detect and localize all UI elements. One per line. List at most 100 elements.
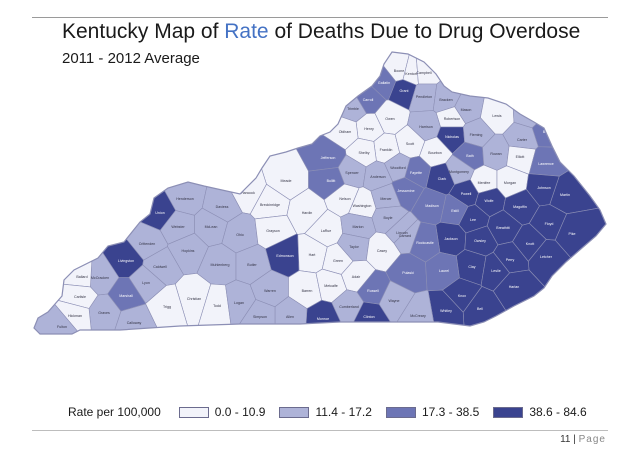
county-label: Green [333,259,343,263]
county-label: Knox [458,294,466,298]
title-part-2: of Deaths Due to Drug Overdose [268,20,581,43]
county-campbell [414,52,491,85]
county-label: Spencer [345,171,359,175]
county-label: Hopkins [182,249,195,253]
county-label: Shelby [359,151,370,155]
county-label: Simpson [253,315,267,319]
county-label: Lee [470,218,476,222]
county-label: Trimble [347,107,359,111]
county-label: Fulton [57,325,67,329]
legend-item: 11.4 - 17.2 [279,405,372,419]
county-label: Garrard [399,234,411,238]
county-gallatin [321,52,397,101]
county-label: Bell [477,307,483,311]
county-label: Elliott [516,155,525,159]
county-label: Fleming [470,133,483,137]
page-subtitle: 2011 - 2012 Average [62,50,200,67]
county-label: Bracken [439,98,452,102]
county-label: Bullitt [327,179,336,183]
page-number: 11 [560,434,571,445]
county-label: Washington [353,204,372,208]
county-label: Whitley [440,309,452,313]
county-label: Franklin [380,148,393,152]
county-label: Morgan [504,181,516,185]
county-label: Jefferson [321,156,336,160]
legend-swatch [178,406,209,418]
county-label: Henry [364,127,374,131]
county-label: Boone [394,69,404,73]
county-label: Montgomery [449,170,469,174]
legend-label: 11.4 - 17.2 [315,405,372,419]
legend-title: Rate per 100,000 [68,405,161,419]
county-oldham [258,87,359,151]
county-union [34,52,176,231]
county-label: Logan [234,301,244,305]
county-label: Clinton [363,315,374,319]
county-label: Meade [281,179,292,183]
county-label: Adair [352,275,361,279]
county-label: McCracken [91,276,109,280]
county-label: Fayette [410,171,422,175]
county-meade [225,56,309,201]
county-label: Calloway [127,321,142,325]
county-label: Pendleton [416,95,432,99]
county-label: Perry [506,258,515,262]
county-label: Harrison [419,125,433,129]
county-henderson [79,52,214,216]
county-label: Greenup [523,112,537,116]
county-label: LaRue [321,229,332,233]
legend-label: 0.0 - 10.9 [214,405,266,419]
county-label: Webster [171,225,185,229]
county-label: Henderson [176,197,194,201]
county-label: Grant [400,89,409,93]
county-label: Wayne [388,299,399,303]
county-label: Pulaski [402,271,414,275]
kentucky-map: Boone Kenton Campbell Gallatin Grant Pendleto… [33,51,607,335]
county-label: Hardin [302,211,313,215]
county-label: Todd [213,304,221,308]
county-label: Daviess [216,205,229,209]
county-label: Carroll [363,98,374,102]
county-label: Bath [466,154,473,158]
county-label: Nicholas [445,135,459,139]
county-martin [549,143,606,215]
bottom-rule [32,430,608,431]
county-label: McLean [205,225,218,229]
legend-item: 17.3 - 38.5 [385,405,479,419]
county-label: Clay [468,265,475,269]
county-label: Harlan [509,285,520,289]
legend-item: 38.6 - 84.6 [493,405,587,419]
county-label: Lawrence [538,162,554,166]
county-label: Wolfe [484,199,493,203]
county-label: Hickman [68,314,82,318]
county-label: Muhlenberg [211,263,230,267]
county-label: Estill [451,209,459,213]
county-label: Allen [286,315,294,319]
county-label: Russell [367,289,379,293]
county-label: Marion [353,225,364,229]
county-label: Campbell [416,71,431,75]
title-highlight: Rate [224,20,269,43]
title-part-1: Kentucky Map of [62,20,225,43]
county-label: Edmonson [276,254,293,258]
county-label: Bourbon [428,151,442,155]
state-outline [33,51,607,335]
county-label: Ballard [76,275,87,279]
county-label: Lyon [142,281,150,285]
county-label: Gallatin [378,81,390,85]
county-label: Carter [517,138,528,142]
county-label: Powell [461,192,472,196]
county-label: Kenton [405,72,416,76]
county-lewis [480,52,515,135]
county-label: Trigg [163,305,171,309]
county-label: Cumberland [339,305,359,309]
county-label: Livingston [118,259,134,263]
county-label: Warren [264,289,276,293]
county-label: Jackson [444,237,457,241]
county-label: Leslie [491,269,500,273]
county-label: Union [155,211,164,215]
legend-swatch [279,406,310,418]
county-label: Marshall [119,294,133,298]
